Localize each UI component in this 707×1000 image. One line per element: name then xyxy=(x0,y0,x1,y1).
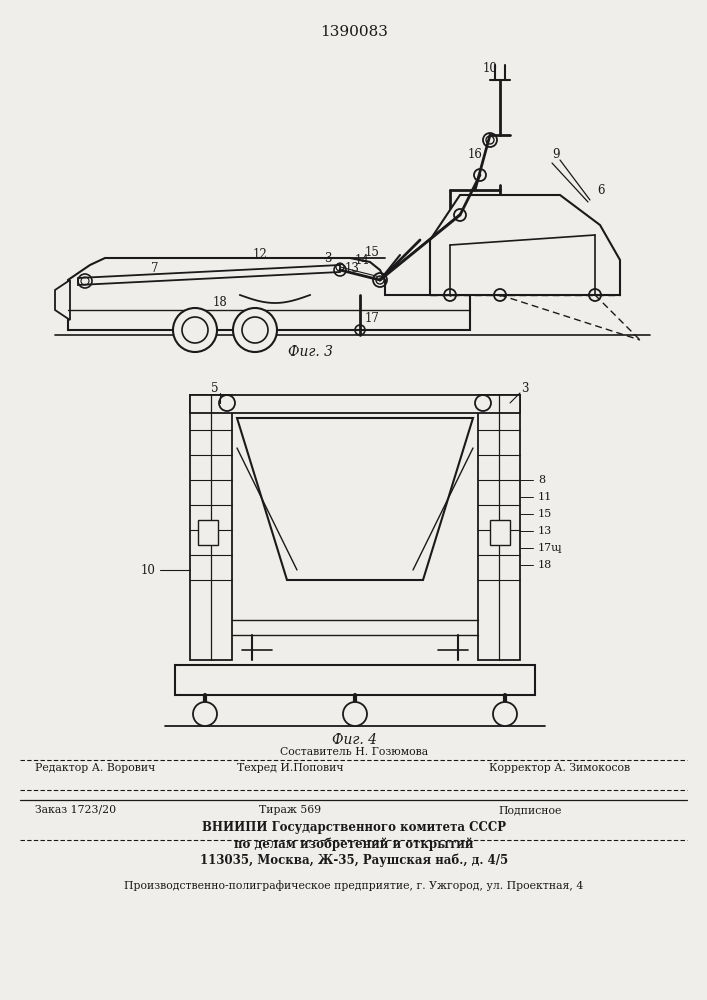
Circle shape xyxy=(193,702,217,726)
Text: 3: 3 xyxy=(521,381,529,394)
Text: 13: 13 xyxy=(538,526,552,536)
Bar xyxy=(198,520,218,545)
Polygon shape xyxy=(237,418,473,580)
Text: 6: 6 xyxy=(597,184,604,196)
Text: 13: 13 xyxy=(345,261,360,274)
Text: 16: 16 xyxy=(468,148,483,161)
Text: 5: 5 xyxy=(211,381,218,394)
Text: Составитель Н. Гозюмова: Составитель Н. Гозюмова xyxy=(280,747,428,757)
Bar xyxy=(190,395,520,413)
Text: ВНИИПИ Государственного комитета СССР: ВНИИПИ Государственного комитета СССР xyxy=(202,822,506,834)
Circle shape xyxy=(493,702,517,726)
Text: 8: 8 xyxy=(538,475,545,485)
Text: 12: 12 xyxy=(252,248,267,261)
Polygon shape xyxy=(55,280,70,320)
Text: 7: 7 xyxy=(151,261,159,274)
Bar xyxy=(175,665,535,695)
Text: 17: 17 xyxy=(365,312,380,324)
Polygon shape xyxy=(430,195,620,295)
Text: 15: 15 xyxy=(538,509,552,519)
Text: 18: 18 xyxy=(538,560,552,570)
Text: 1390083: 1390083 xyxy=(320,25,388,39)
Text: Тираж 569: Тираж 569 xyxy=(259,805,321,815)
Polygon shape xyxy=(68,258,470,330)
Circle shape xyxy=(233,308,277,352)
Text: Фиг. 3: Фиг. 3 xyxy=(288,345,332,359)
Text: 113035, Москва, Ж-35, Раушская наб., д. 4/5: 113035, Москва, Ж-35, Раушская наб., д. … xyxy=(200,853,508,867)
Text: 14: 14 xyxy=(355,253,370,266)
Text: Техред И.Попович: Техред И.Попович xyxy=(237,763,344,773)
Text: Заказ 1723/20: Заказ 1723/20 xyxy=(35,805,116,815)
Circle shape xyxy=(173,308,217,352)
Polygon shape xyxy=(78,265,340,285)
Text: 11: 11 xyxy=(538,492,552,502)
Bar xyxy=(490,520,510,545)
Text: 3: 3 xyxy=(325,251,332,264)
Circle shape xyxy=(343,702,367,726)
Text: 18: 18 xyxy=(213,296,228,308)
Text: Фиг. 4: Фиг. 4 xyxy=(332,733,378,747)
Bar xyxy=(478,395,520,660)
Bar xyxy=(190,395,232,660)
Text: Корректор А. Зимокосов: Корректор А. Зимокосов xyxy=(489,763,631,773)
Text: Подписное: Подписное xyxy=(498,805,561,815)
Text: 17ɰ: 17ɰ xyxy=(538,543,563,553)
Text: Производственно-полиграфическое предприятие, г. Ужгород, ул. Проектная, 4: Производственно-полиграфическое предприя… xyxy=(124,881,583,891)
Text: Редактор А. Ворович: Редактор А. Ворович xyxy=(35,763,156,773)
Text: 10: 10 xyxy=(483,62,498,75)
Text: 9: 9 xyxy=(552,148,559,161)
Text: 15: 15 xyxy=(365,245,380,258)
Text: 10: 10 xyxy=(140,564,155,576)
Text: по делам изобретений и открытий: по делам изобретений и открытий xyxy=(234,837,474,851)
